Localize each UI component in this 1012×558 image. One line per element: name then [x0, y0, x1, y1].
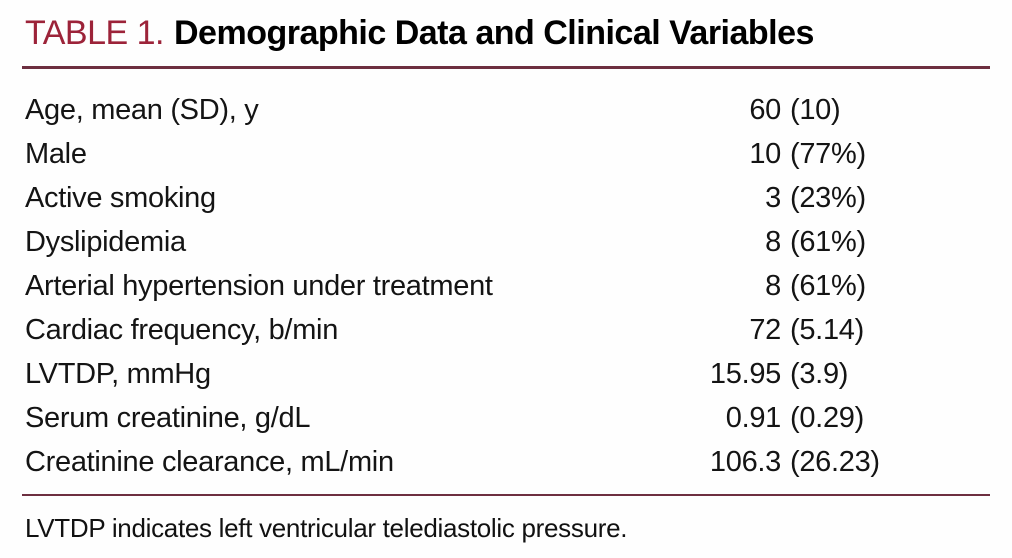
row-value: 8 (61%): [681, 270, 920, 303]
row-value-paren: (77%): [790, 137, 866, 170]
row-value: 72 (5.14): [681, 314, 920, 347]
row-value-number: 8: [765, 269, 781, 302]
table-row: Age, mean (SD), y 60 (10): [22, 88, 990, 132]
table-row: Creatinine clearance, mL/min 106.3 (26.2…: [22, 440, 990, 484]
row-value-number: 15.95: [709, 357, 781, 390]
top-rule: [22, 66, 990, 69]
row-label: LVTDP, mmHg: [25, 357, 211, 390]
row-label: Arterial hypertension under treatment: [25, 269, 493, 302]
table-footnote: LVTDP indicates left ventricular teledia…: [25, 513, 628, 543]
row-label: Active smoking: [25, 181, 216, 214]
table-title-text: Demographic Data and Clinical Variables: [174, 14, 814, 52]
row-value: 8 (61%): [681, 226, 920, 259]
row-value-number: 8: [765, 225, 781, 258]
table-row: Active smoking 3 (23%): [22, 176, 990, 220]
row-value-paren: (26.23): [790, 445, 880, 478]
table-title: TABLE 1. Demographic Data and Clinical Va…: [22, 13, 990, 54]
table-row: Serum creatinine, g/dL 0.91 (0.29): [22, 396, 990, 440]
table-row: LVTDP, mmHg 15.95 (3.9): [22, 352, 990, 396]
row-value-paren: (61%): [790, 225, 866, 258]
row-value-number: 3: [765, 181, 781, 214]
row-value-number: 106.3: [709, 445, 781, 478]
row-value-paren: (5.14): [790, 313, 864, 346]
table-row: Arterial hypertension under treatment 8 …: [22, 264, 990, 308]
row-value-number: 72: [749, 313, 781, 346]
row-value-number: 10: [749, 137, 781, 170]
row-value-paren: (61%): [790, 269, 866, 302]
row-value-number: 60: [749, 93, 781, 126]
row-label: Creatinine clearance, mL/min: [25, 445, 394, 478]
row-label: Age, mean (SD), y: [25, 93, 259, 126]
row-value-paren: (23%): [790, 181, 866, 214]
row-value: 15.95 (3.9): [681, 358, 920, 391]
row-label: Dyslipidemia: [25, 225, 186, 258]
row-value: 60 (10): [681, 94, 920, 127]
bottom-rule: [22, 494, 990, 496]
table-row: Dyslipidemia 8 (61%): [22, 220, 990, 264]
row-value-paren: (0.29): [790, 401, 864, 434]
row-value-paren: (10): [790, 93, 841, 126]
row-value-number: 0.91: [725, 401, 782, 434]
row-value: 10 (77%): [681, 138, 920, 171]
table-row: Cardiac frequency, b/min 72 (5.14): [22, 308, 990, 352]
row-value: 106.3 (26.23): [681, 446, 920, 479]
table-body: Age, mean (SD), y 60 (10) Male 10 (77%) …: [22, 88, 990, 484]
row-label: Serum creatinine, g/dL: [25, 401, 311, 434]
table-row: Male 10 (77%): [22, 132, 990, 176]
table-number-label: TABLE 1.: [25, 14, 165, 52]
row-value: 3 (23%): [681, 182, 920, 215]
row-label: Cardiac frequency, b/min: [25, 313, 339, 346]
row-label: Male: [25, 137, 87, 170]
row-value-paren: (3.9): [790, 357, 849, 390]
row-value: 0.91 (0.29): [681, 402, 920, 435]
